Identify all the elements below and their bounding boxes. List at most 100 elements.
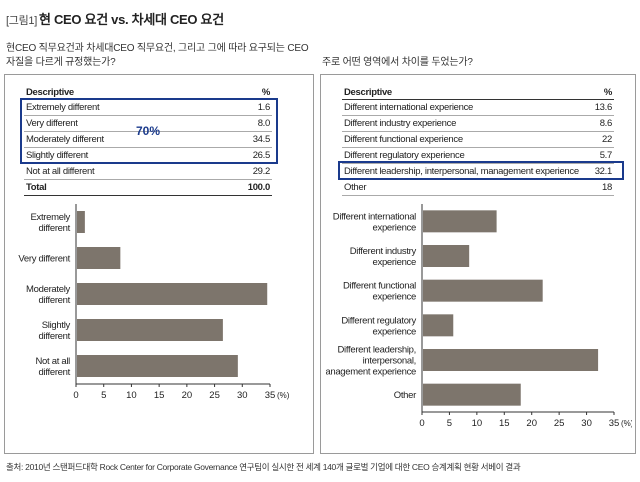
row-label: Different leadership, interpersonal, man… xyxy=(342,163,592,180)
row-value: 13.6 xyxy=(591,99,614,116)
x-tick-label: 0 xyxy=(419,418,424,429)
figure-tag: [그림1] xyxy=(6,15,37,27)
x-tick-label: 25 xyxy=(209,390,220,401)
category-label: Different regulatory xyxy=(341,315,416,326)
row-label: Different industry experience xyxy=(342,115,592,132)
left-header-pct: % xyxy=(211,86,272,100)
table-row: Slightly different 26.5 xyxy=(24,147,272,164)
category-label: Different international xyxy=(333,211,416,222)
table-row: Very different 8.0 xyxy=(24,115,272,132)
bar xyxy=(423,314,454,337)
figure-title-text: 현 CEO 요건 vs. 차세대 CEO 요건 xyxy=(38,12,224,27)
right-bar-chart: Different internationalexperienceDiffere… xyxy=(326,204,632,429)
bar xyxy=(77,211,85,233)
left-header-desc: Descriptive xyxy=(24,86,212,100)
table-row: Different industry experience 8.6 xyxy=(342,115,614,132)
x-axis-unit: (%) xyxy=(277,391,290,400)
figure-title: [그림1] 현 CEO 요건 vs. 차세대 CEO 요건 xyxy=(6,9,224,28)
row-label: Slightly different xyxy=(24,147,212,164)
x-axis-unit: (%) xyxy=(621,419,632,428)
row-value: 8.6 xyxy=(591,115,614,132)
row-value: 1.6 xyxy=(211,99,272,116)
table-row: Other 18 xyxy=(342,179,614,196)
right-header-desc: Descriptive xyxy=(342,86,592,100)
x-tick-label: 15 xyxy=(499,418,510,429)
category-label: Extremely xyxy=(30,212,70,223)
total-value: 100.0 xyxy=(211,179,272,196)
category-label: different xyxy=(39,295,71,306)
row-label: Not at all different xyxy=(24,163,212,180)
table-row: Different functional experience 22 xyxy=(342,131,614,148)
x-tick-label: 20 xyxy=(526,418,537,429)
x-tick-label: 5 xyxy=(447,418,452,429)
category-label: Slightly xyxy=(42,320,71,331)
table-row: Extremely different 1.6 xyxy=(24,99,272,116)
table-row: Different leadership, interpersonal, man… xyxy=(342,163,614,180)
total-label: Total xyxy=(24,179,212,196)
row-value: 34.5 xyxy=(211,131,272,148)
bar xyxy=(423,383,521,406)
table-total-row: Total 100.0 xyxy=(24,179,272,196)
category-label: experience xyxy=(373,257,416,268)
bar xyxy=(423,210,497,233)
left-question: 현CEO 직무요건과 차세대CEO 직무요건, 그리고 그에 따라 요구되는 C… xyxy=(6,42,309,70)
row-label: Different regulatory experience xyxy=(342,147,592,164)
category-label: Different industry xyxy=(350,246,417,257)
row-value: 18 xyxy=(591,179,614,196)
category-label: different xyxy=(39,223,71,234)
x-tick-label: 0 xyxy=(73,390,78,401)
category-label: experience xyxy=(373,326,416,337)
category-label: Not at all xyxy=(36,356,71,367)
table-row: Moderately different 34.5 xyxy=(24,131,272,148)
row-value: 32.1 xyxy=(591,163,614,180)
row-label: Very different xyxy=(24,115,212,132)
category-label: experience xyxy=(373,222,416,233)
x-tick-label: 35 xyxy=(265,390,276,401)
bar xyxy=(423,279,543,302)
category-label: experience xyxy=(373,292,416,303)
bar xyxy=(423,245,470,267)
row-value: 8.0 xyxy=(211,115,272,132)
category-label: different xyxy=(39,367,71,378)
row-label: Different functional experience xyxy=(342,131,592,148)
x-tick-label: 15 xyxy=(154,390,165,401)
row-value: 5.7 xyxy=(591,147,614,164)
x-tick-label: 20 xyxy=(182,390,193,401)
row-label: Moderately different xyxy=(24,131,212,148)
table-row: Not at all different 29.2 xyxy=(24,163,272,180)
category-label: different xyxy=(39,331,71,342)
x-tick-label: 10 xyxy=(472,418,483,429)
left-table-header: Descriptive % xyxy=(24,86,272,100)
category-label: Different leadership, xyxy=(337,345,416,356)
left-table: Descriptive % Extremely different 1.6 Ver… xyxy=(24,86,272,196)
x-tick-label: 10 xyxy=(126,390,137,401)
right-table-header: Descriptive % xyxy=(342,86,614,100)
x-tick-label: 25 xyxy=(554,418,565,429)
x-tick-label: 30 xyxy=(581,418,592,429)
category-label: Moderately xyxy=(26,284,71,295)
bar xyxy=(77,355,238,377)
x-tick-label: 30 xyxy=(237,390,248,401)
left-question-line1: 현CEO 직무요건과 차세대CEO 직무요건, 그리고 그에 따라 요구되는 C… xyxy=(6,43,309,54)
category-label: Different functional xyxy=(343,281,416,292)
row-label: Other xyxy=(342,179,592,196)
source-note: 출처: 2010년 스탠퍼드대학 Rock Center for Corpora… xyxy=(6,462,521,472)
right-header-pct: % xyxy=(591,86,614,100)
row-label: Different international experience xyxy=(342,99,592,116)
table-row: Different regulatory experience 5.7 xyxy=(342,147,614,164)
bar xyxy=(77,319,223,341)
row-label: Extremely different xyxy=(24,99,212,116)
x-tick-label: 5 xyxy=(101,390,106,401)
left-question-line2: 자질을 다르게 규정했는가? xyxy=(6,57,116,68)
row-value: 22 xyxy=(591,131,614,148)
table-row: Different international experience 13.6 xyxy=(342,99,614,116)
row-value: 26.5 xyxy=(211,147,272,164)
bar xyxy=(77,247,121,269)
x-tick-label: 35 xyxy=(609,418,620,429)
row-value: 29.2 xyxy=(211,163,272,180)
bar xyxy=(423,349,599,371)
category-label: interpersonal, xyxy=(363,356,416,367)
right-question: 주로 어떤 영역에서 차이를 두었는가? xyxy=(322,57,473,68)
category-label: management experience xyxy=(326,367,416,378)
